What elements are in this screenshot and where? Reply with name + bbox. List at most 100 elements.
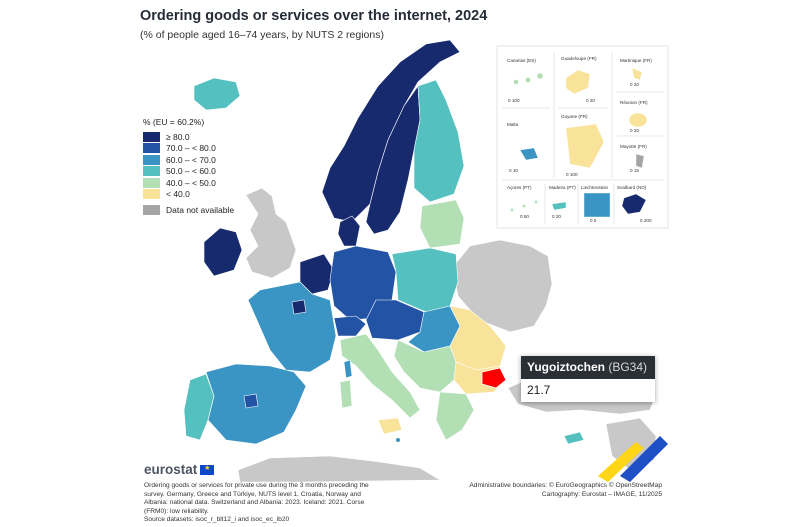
- legend-label: 40.0 – < 50.0: [166, 177, 216, 188]
- inset-label-guadeloupe: Guadeloupe (FR): [561, 56, 597, 61]
- inset-shape-liechtenstein: [583, 192, 611, 218]
- legend-label: 60.0 – < 70.0: [166, 154, 216, 165]
- inset-shape-acores-3: [534, 200, 538, 204]
- legend-swatch: [143, 189, 160, 199]
- inset-label-mayotte: Mayotte (FR): [620, 144, 647, 149]
- decorative-stripe-blue: [620, 436, 668, 482]
- greenland-uk-land: [245, 187, 297, 279]
- legend-item: 50.0 – < 60.0: [143, 166, 234, 177]
- legend-swatch: [143, 154, 160, 165]
- inset-shape-mayotte: [635, 153, 645, 169]
- region-france: [247, 281, 337, 373]
- eurostat-logo: eurostat ★: [144, 462, 215, 477]
- region-iceland: [193, 77, 241, 111]
- inset-scale-acores: 0 50: [520, 214, 529, 219]
- map-subtitle: (% of people aged 16–74 years, by NUTS 2…: [140, 29, 384, 41]
- inset-shape-guyane: [565, 123, 605, 169]
- region-greece: [435, 391, 475, 441]
- inset-scale-madeira: 0 20: [552, 214, 561, 219]
- legend-item: 60.0 – < 70.0: [143, 154, 234, 165]
- legend-item: < 40.0: [143, 189, 234, 200]
- footnote-line: Ordering goods or services for private u…: [144, 482, 369, 489]
- eu-flag-icon: ★: [200, 464, 215, 475]
- region-malta-dot: [396, 438, 400, 442]
- tooltip-header: Yugoiztochen (BG34): [521, 356, 655, 379]
- inset-label-reunion: Réunion (FR): [620, 100, 648, 105]
- legend-label: Data not available: [166, 205, 235, 215]
- region-switzerland: [333, 315, 367, 337]
- legend-swatch: [143, 205, 160, 215]
- region-czechia-austria: [365, 299, 425, 341]
- legend-swatch: [143, 166, 160, 176]
- decorative-stripe-yellow: [598, 442, 644, 482]
- region-corsica: [343, 359, 353, 379]
- region-madrid: [243, 393, 259, 409]
- inset-label-guyane: Guyane (FR): [561, 114, 588, 119]
- inset-scale-martinique: 0 20: [630, 82, 639, 87]
- inset-shape-acores-1: [510, 208, 514, 212]
- inset-shape-canarias-3: [536, 72, 544, 80]
- inset-shape-madeira: [551, 201, 567, 211]
- inset-shape-reunion: [628, 112, 648, 128]
- inset-shape-guadeloupe: [565, 69, 591, 95]
- region-italy: [339, 333, 421, 419]
- inset-scale-reunion: 0 20: [630, 128, 639, 133]
- legend-swatch: [143, 143, 160, 153]
- footnote-line: (FRM0): low reliability.: [144, 507, 209, 515]
- logo-text: eurostat: [144, 462, 198, 477]
- region-norway: [321, 39, 461, 223]
- region-cyprus: [563, 431, 585, 445]
- region-balkans: [393, 339, 457, 393]
- region-paris: [291, 299, 307, 315]
- tooltip-region-code: (BG34): [608, 360, 648, 374]
- credits-cartography: Cartography: Eurostat – IMAGE, 11/2025: [541, 490, 662, 498]
- inset-shape-svalbard: [621, 193, 647, 215]
- legend-swatch: [143, 131, 160, 142]
- footnote: Ordering goods or services for private u…: [144, 482, 414, 525]
- legend-item: 70.0 – < 80.0: [143, 143, 234, 154]
- inset-scale-canarias: 0 100: [508, 98, 520, 103]
- region-baltics: [419, 199, 465, 249]
- region-portugal: [183, 373, 215, 441]
- tooltip-value: 21.7: [527, 383, 551, 397]
- africa-land: [237, 455, 442, 483]
- legend-label: 50.0 – < 60.0: [166, 166, 216, 176]
- legend-swatch: [143, 177, 160, 188]
- highlighted-region-yugoiztochen[interactable]: [481, 367, 507, 389]
- footnote-line: Albania: national data. Switzerland and …: [144, 499, 365, 507]
- map-title: Ordering goods or services over the inte…: [140, 8, 488, 24]
- insets-panel: Canarias (ES) Guadeloupe (FR) Martinique…: [496, 45, 669, 229]
- inset-scale-mayotte: 0 15: [630, 168, 639, 173]
- credits: Administrative boundaries: © EuroGeograp…: [462, 482, 662, 499]
- inset-scale-guadeloupe: 0 20: [586, 98, 595, 103]
- inset-scale-svalbard: 0 200: [640, 218, 652, 223]
- inset-label-canarias: Canarias (ES): [507, 58, 536, 63]
- legend-label: < 40.0: [166, 189, 190, 199]
- inset-shape-canarias-1: [513, 79, 519, 85]
- legend: % (EU = 60.2%) ≥ 80.0 70.0 – < 80.0 60.0…: [143, 117, 234, 216]
- legend-label: 70.0 – < 80.0: [166, 143, 216, 153]
- legend-label: ≥ 80.0: [166, 131, 190, 142]
- inset-shape-canarias-2: [525, 77, 531, 83]
- region-denmark: [337, 215, 361, 247]
- legend-heading: % (EU = 60.2%): [143, 117, 205, 127]
- inset-shape-malta: [519, 147, 539, 161]
- inset-label-liechtenstein: Liechtenstein: [581, 185, 609, 190]
- inset-shape-acores-2: [522, 204, 526, 208]
- inset-shape-martinique: [631, 67, 643, 81]
- footnote-line: survey. Germany, Greece and Türkiye, NUT…: [144, 490, 361, 498]
- inset-label-malta: Malta: [507, 122, 519, 127]
- region-sicily: [377, 417, 403, 435]
- inset-scale-liechtenstein: 0 5: [590, 218, 597, 223]
- credits-boundaries: Administrative boundaries: © EuroGeograp…: [469, 482, 662, 489]
- inset-label-madeira: Madeira (PT): [549, 185, 576, 190]
- region-finland: [413, 79, 465, 203]
- tooltip-region-name: Yugoiztochen: [527, 360, 605, 374]
- inset-scale-malta: 0 10: [509, 168, 518, 173]
- inset-label-svalbard: Svalbard (NO): [617, 185, 647, 190]
- region-tooltip: Yugoiztochen (BG34) 21.7: [521, 356, 655, 402]
- legend-item: ≥ 80.0: [143, 131, 234, 142]
- legend-item: 40.0 – < 50.0: [143, 177, 234, 188]
- inset-scale-guyane: 0 100: [566, 172, 578, 177]
